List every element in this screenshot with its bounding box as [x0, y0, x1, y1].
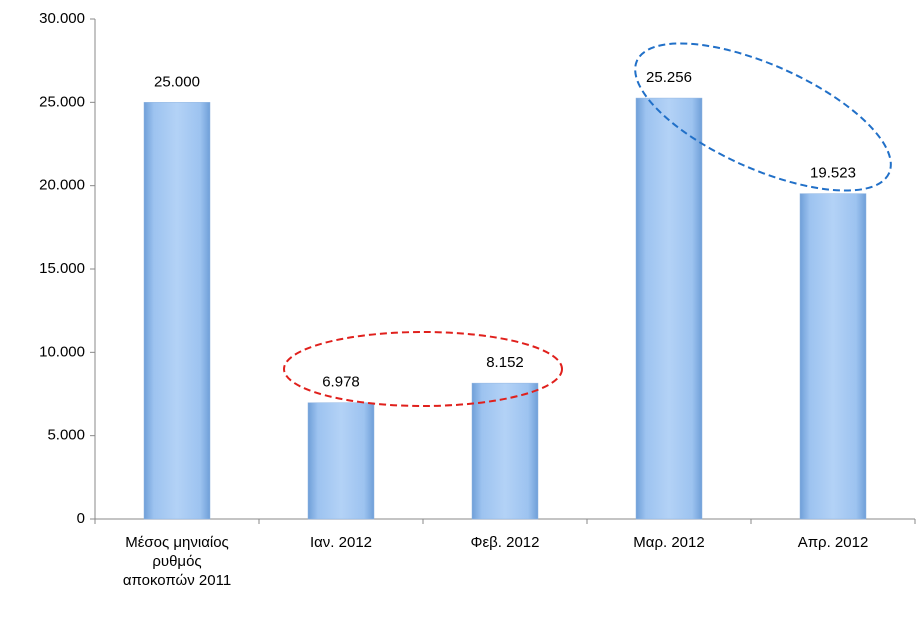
y-tick-label: 5.000	[47, 427, 85, 444]
y-tick-label: 25.000	[39, 93, 85, 110]
x-tick-label: Φεβ. 2012	[470, 534, 540, 551]
data-label: 25.256	[646, 69, 692, 86]
x-tick-label-box: Μαρ. 2012	[633, 534, 705, 551]
bar	[799, 193, 867, 520]
x-tick-label-box: Φεβ. 2012	[470, 534, 540, 551]
x-tick-label-box: Μέσος μηνιαίος ρυθμός αποκοπών 2011	[122, 534, 232, 589]
y-tick-label: 20.000	[39, 177, 85, 194]
annotation-ellipse	[283, 331, 563, 407]
annotation-ellipse	[634, 42, 892, 192]
data-label: 25.000	[154, 73, 200, 90]
data-label: 8.152	[486, 354, 524, 371]
data-label: 6.978	[322, 374, 360, 391]
bar	[307, 402, 375, 520]
y-tick-label: 0	[77, 510, 85, 527]
x-tick-label-box: Ιαν. 2012	[309, 534, 373, 551]
y-tick-label: 30.000	[39, 10, 85, 27]
x-tick-label: Ιαν. 2012	[309, 534, 373, 551]
x-tick-label: Απρ. 2012	[797, 534, 869, 551]
bar	[143, 102, 211, 520]
bar	[635, 97, 703, 520]
data-label: 19.523	[810, 165, 856, 182]
x-tick-label-box: Απρ. 2012	[797, 534, 869, 551]
y-tick-label: 15.000	[39, 260, 85, 277]
y-tick-label: 10.000	[39, 343, 85, 360]
x-tick-label: Μέσος μηνιαίος ρυθμός αποκοπών 2011	[122, 534, 232, 589]
x-tick-label: Μαρ. 2012	[633, 534, 705, 551]
bar	[471, 382, 539, 520]
